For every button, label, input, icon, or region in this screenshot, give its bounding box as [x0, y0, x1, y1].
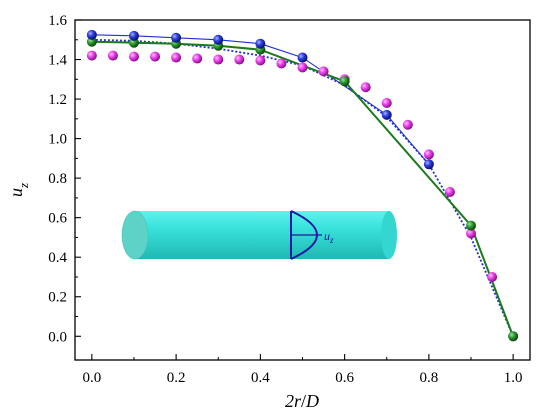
y-tick-label: 0.2 [48, 290, 67, 306]
magenta-series-point [276, 58, 287, 69]
x-axis-title: 2r/D [285, 391, 319, 411]
x-tick-label: 0.0 [82, 370, 101, 386]
magenta-series-point [297, 62, 308, 73]
y-tick-label: 0.4 [48, 250, 67, 266]
x-tick-label: 1.0 [504, 370, 523, 386]
green-series-point [128, 37, 139, 48]
magenta-series-point [402, 119, 413, 130]
x-tick-label: 0.6 [335, 370, 354, 386]
y-tick-label: 0.8 [48, 171, 67, 187]
blue-series-point [128, 30, 139, 41]
green-series-point [86, 36, 97, 47]
blue-series-point [86, 29, 97, 40]
magenta-series-point [86, 50, 97, 61]
magenta-series-point [192, 53, 203, 64]
magenta-series-point [128, 51, 139, 62]
magenta-series-point [150, 51, 161, 62]
series-layer [86, 29, 519, 342]
blue-series-point [213, 34, 224, 45]
x-tick-label: 0.4 [251, 370, 270, 386]
green-series-point [339, 76, 350, 87]
magenta-series-point [444, 186, 455, 197]
pipe-schematic: uz [121, 210, 397, 260]
magenta-series-point [381, 98, 392, 109]
magenta-series-point [318, 66, 329, 77]
y-tick-label: 0.0 [48, 329, 67, 345]
blue-series-point [381, 109, 392, 120]
svg-text:uz: uz [324, 229, 334, 245]
axis-ticks [75, 19, 514, 360]
green-series-point [466, 220, 477, 231]
inset-u-label: u [324, 229, 330, 243]
y-axis-title: uz [6, 183, 31, 197]
x-tick-label: 0.2 [167, 370, 186, 386]
magenta-series-point [423, 149, 434, 160]
blue-series-line [91, 34, 430, 165]
magenta-series-point [360, 82, 371, 93]
y-tick-label: 1.0 [48, 132, 67, 148]
blue-series-point [297, 52, 308, 63]
magenta-series-point [107, 50, 118, 61]
y-tick-label: 1.4 [48, 53, 67, 69]
green-series-line [91, 40, 515, 337]
magenta-series-point [171, 52, 182, 63]
velocity-profile-curve [290, 210, 318, 260]
blue-series-point [255, 38, 266, 49]
tick-labels: 0.0 0.2 0.4 0.6 0.8 1.0 0.0 0.2 0.4 0.6 0.8 1.0 1.2 1… [48, 13, 522, 386]
blue-series-point [171, 32, 182, 43]
magenta-series-point [255, 55, 266, 66]
y-tick-label: 1.2 [48, 92, 67, 108]
magenta-series-point [234, 54, 245, 65]
inset-u-subscript: z [329, 235, 334, 245]
y-tick-label: 0.6 [48, 211, 67, 227]
magenta-series-point [466, 228, 477, 239]
green-series-point [508, 331, 519, 342]
magenta-series-point [487, 271, 498, 282]
magenta-series-point [213, 54, 224, 65]
blue-series-point [423, 159, 434, 170]
y-tick-label: 1.6 [48, 13, 67, 29]
x-tick-label: 0.8 [420, 370, 439, 386]
